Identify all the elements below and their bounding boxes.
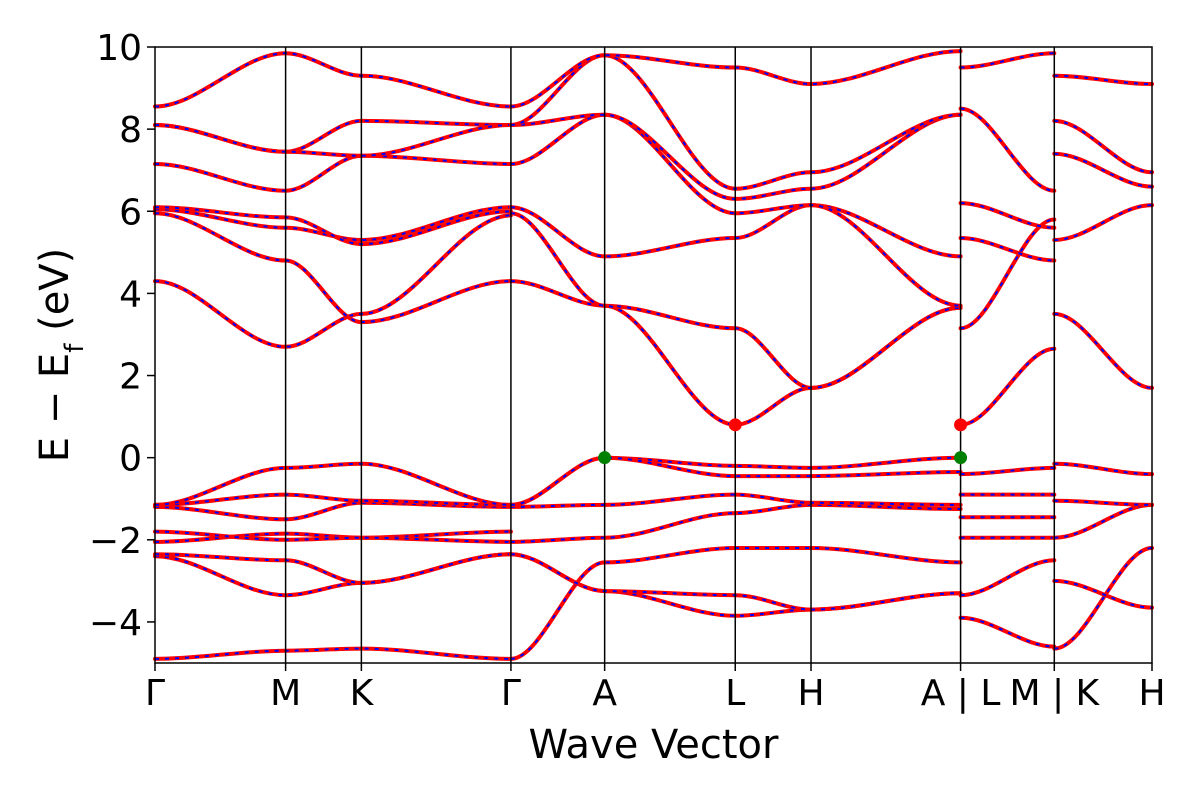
band-line-dashed bbox=[1054, 503, 1153, 539]
band-line-dashed bbox=[154, 212, 511, 324]
x-tick-label: M | K bbox=[1009, 673, 1100, 714]
band-line-dashed bbox=[154, 501, 511, 521]
x-tick-label: L bbox=[725, 673, 745, 714]
y-axis-title-subscript: f bbox=[60, 343, 90, 353]
band-line bbox=[153, 153, 513, 193]
band-line bbox=[958, 201, 1057, 230]
band-line-dashed bbox=[510, 212, 961, 426]
y-tick-label: 4 bbox=[119, 274, 142, 315]
band-lines bbox=[153, 49, 1154, 661]
y-tick-label: −2 bbox=[89, 521, 142, 562]
band-line bbox=[958, 51, 1057, 70]
cbm-marker bbox=[728, 418, 742, 432]
band-line bbox=[1052, 498, 1154, 507]
band-line-dashed bbox=[154, 154, 511, 192]
y-axis-title-main: E − E bbox=[32, 353, 78, 463]
band-line-dashed bbox=[154, 553, 511, 584]
band-line bbox=[958, 106, 1057, 193]
y-tick-label: 0 bbox=[119, 439, 142, 480]
x-tick-label: H bbox=[797, 673, 824, 714]
y-tick-label: 6 bbox=[119, 192, 142, 233]
band-line-dashed bbox=[1054, 152, 1153, 188]
x-tick-label: Γ bbox=[501, 673, 521, 714]
y-tick-label: 8 bbox=[119, 110, 142, 151]
band-line bbox=[1052, 118, 1154, 175]
band-line-dashed bbox=[154, 206, 511, 246]
band-line-dashed bbox=[154, 553, 511, 597]
band-line-dashed bbox=[510, 503, 961, 543]
band-line bbox=[153, 205, 513, 247]
band-line bbox=[958, 236, 1057, 263]
band-line-dashed bbox=[154, 52, 511, 108]
x-tick-label: Γ bbox=[145, 673, 165, 714]
x-tick-label: A bbox=[592, 673, 617, 714]
x-tick-label: H bbox=[1138, 673, 1165, 714]
band-line bbox=[153, 646, 513, 661]
band-line bbox=[958, 465, 1057, 477]
band-line-dashed bbox=[154, 214, 511, 348]
band-line-dashed bbox=[154, 493, 511, 506]
band-line-dashed bbox=[154, 206, 511, 242]
band-line-dashed bbox=[1054, 312, 1153, 389]
cbm-marker bbox=[954, 418, 968, 432]
band-line-dashed bbox=[960, 559, 1055, 597]
x-tick-label: A | L bbox=[921, 673, 1001, 714]
band-line-dashed bbox=[1054, 579, 1153, 609]
band-line-dashed bbox=[510, 456, 961, 506]
plot-frame bbox=[154, 46, 1153, 664]
y-tick-label: −4 bbox=[89, 603, 142, 644]
band-line-dashed bbox=[154, 647, 511, 660]
band-line-dashed bbox=[154, 124, 511, 157]
x-tick-label: K bbox=[350, 673, 375, 714]
band-line-dashed bbox=[510, 493, 961, 508]
band-line-dashed bbox=[960, 107, 1055, 192]
x-tick-label: M bbox=[270, 673, 301, 714]
band-line bbox=[1052, 73, 1154, 86]
band-line-dashed bbox=[154, 530, 511, 543]
band-line-dashed bbox=[154, 462, 511, 506]
band-line-dashed bbox=[154, 530, 511, 543]
x-axis-title: Wave Vector bbox=[529, 722, 780, 768]
y-axis-ticks: −4 −2 0 2 4 6 8 10 bbox=[89, 28, 155, 644]
high-symmetry-lines bbox=[284, 47, 1056, 663]
y-tick-label: 2 bbox=[119, 357, 142, 398]
vbm-marker bbox=[954, 451, 968, 465]
extrema-markers bbox=[598, 418, 968, 465]
band-line-dashed bbox=[1054, 204, 1153, 241]
band-line bbox=[1052, 461, 1154, 477]
band-line-dashed bbox=[1054, 547, 1153, 650]
band-line-dashed bbox=[510, 546, 961, 660]
band-line-dashed bbox=[510, 54, 961, 190]
band-line-dashed bbox=[960, 218, 1055, 330]
band-line bbox=[958, 615, 1057, 649]
band-line-dashed bbox=[1054, 119, 1153, 174]
vbm-marker bbox=[598, 451, 612, 465]
y-axis-title: E − Ef (eV) bbox=[32, 248, 90, 463]
y-axis-title-unit: (eV) bbox=[32, 248, 78, 344]
band-line-dashed bbox=[510, 204, 961, 258]
y-tick-label: 10 bbox=[96, 28, 142, 69]
band-line-dashed bbox=[960, 347, 1055, 426]
